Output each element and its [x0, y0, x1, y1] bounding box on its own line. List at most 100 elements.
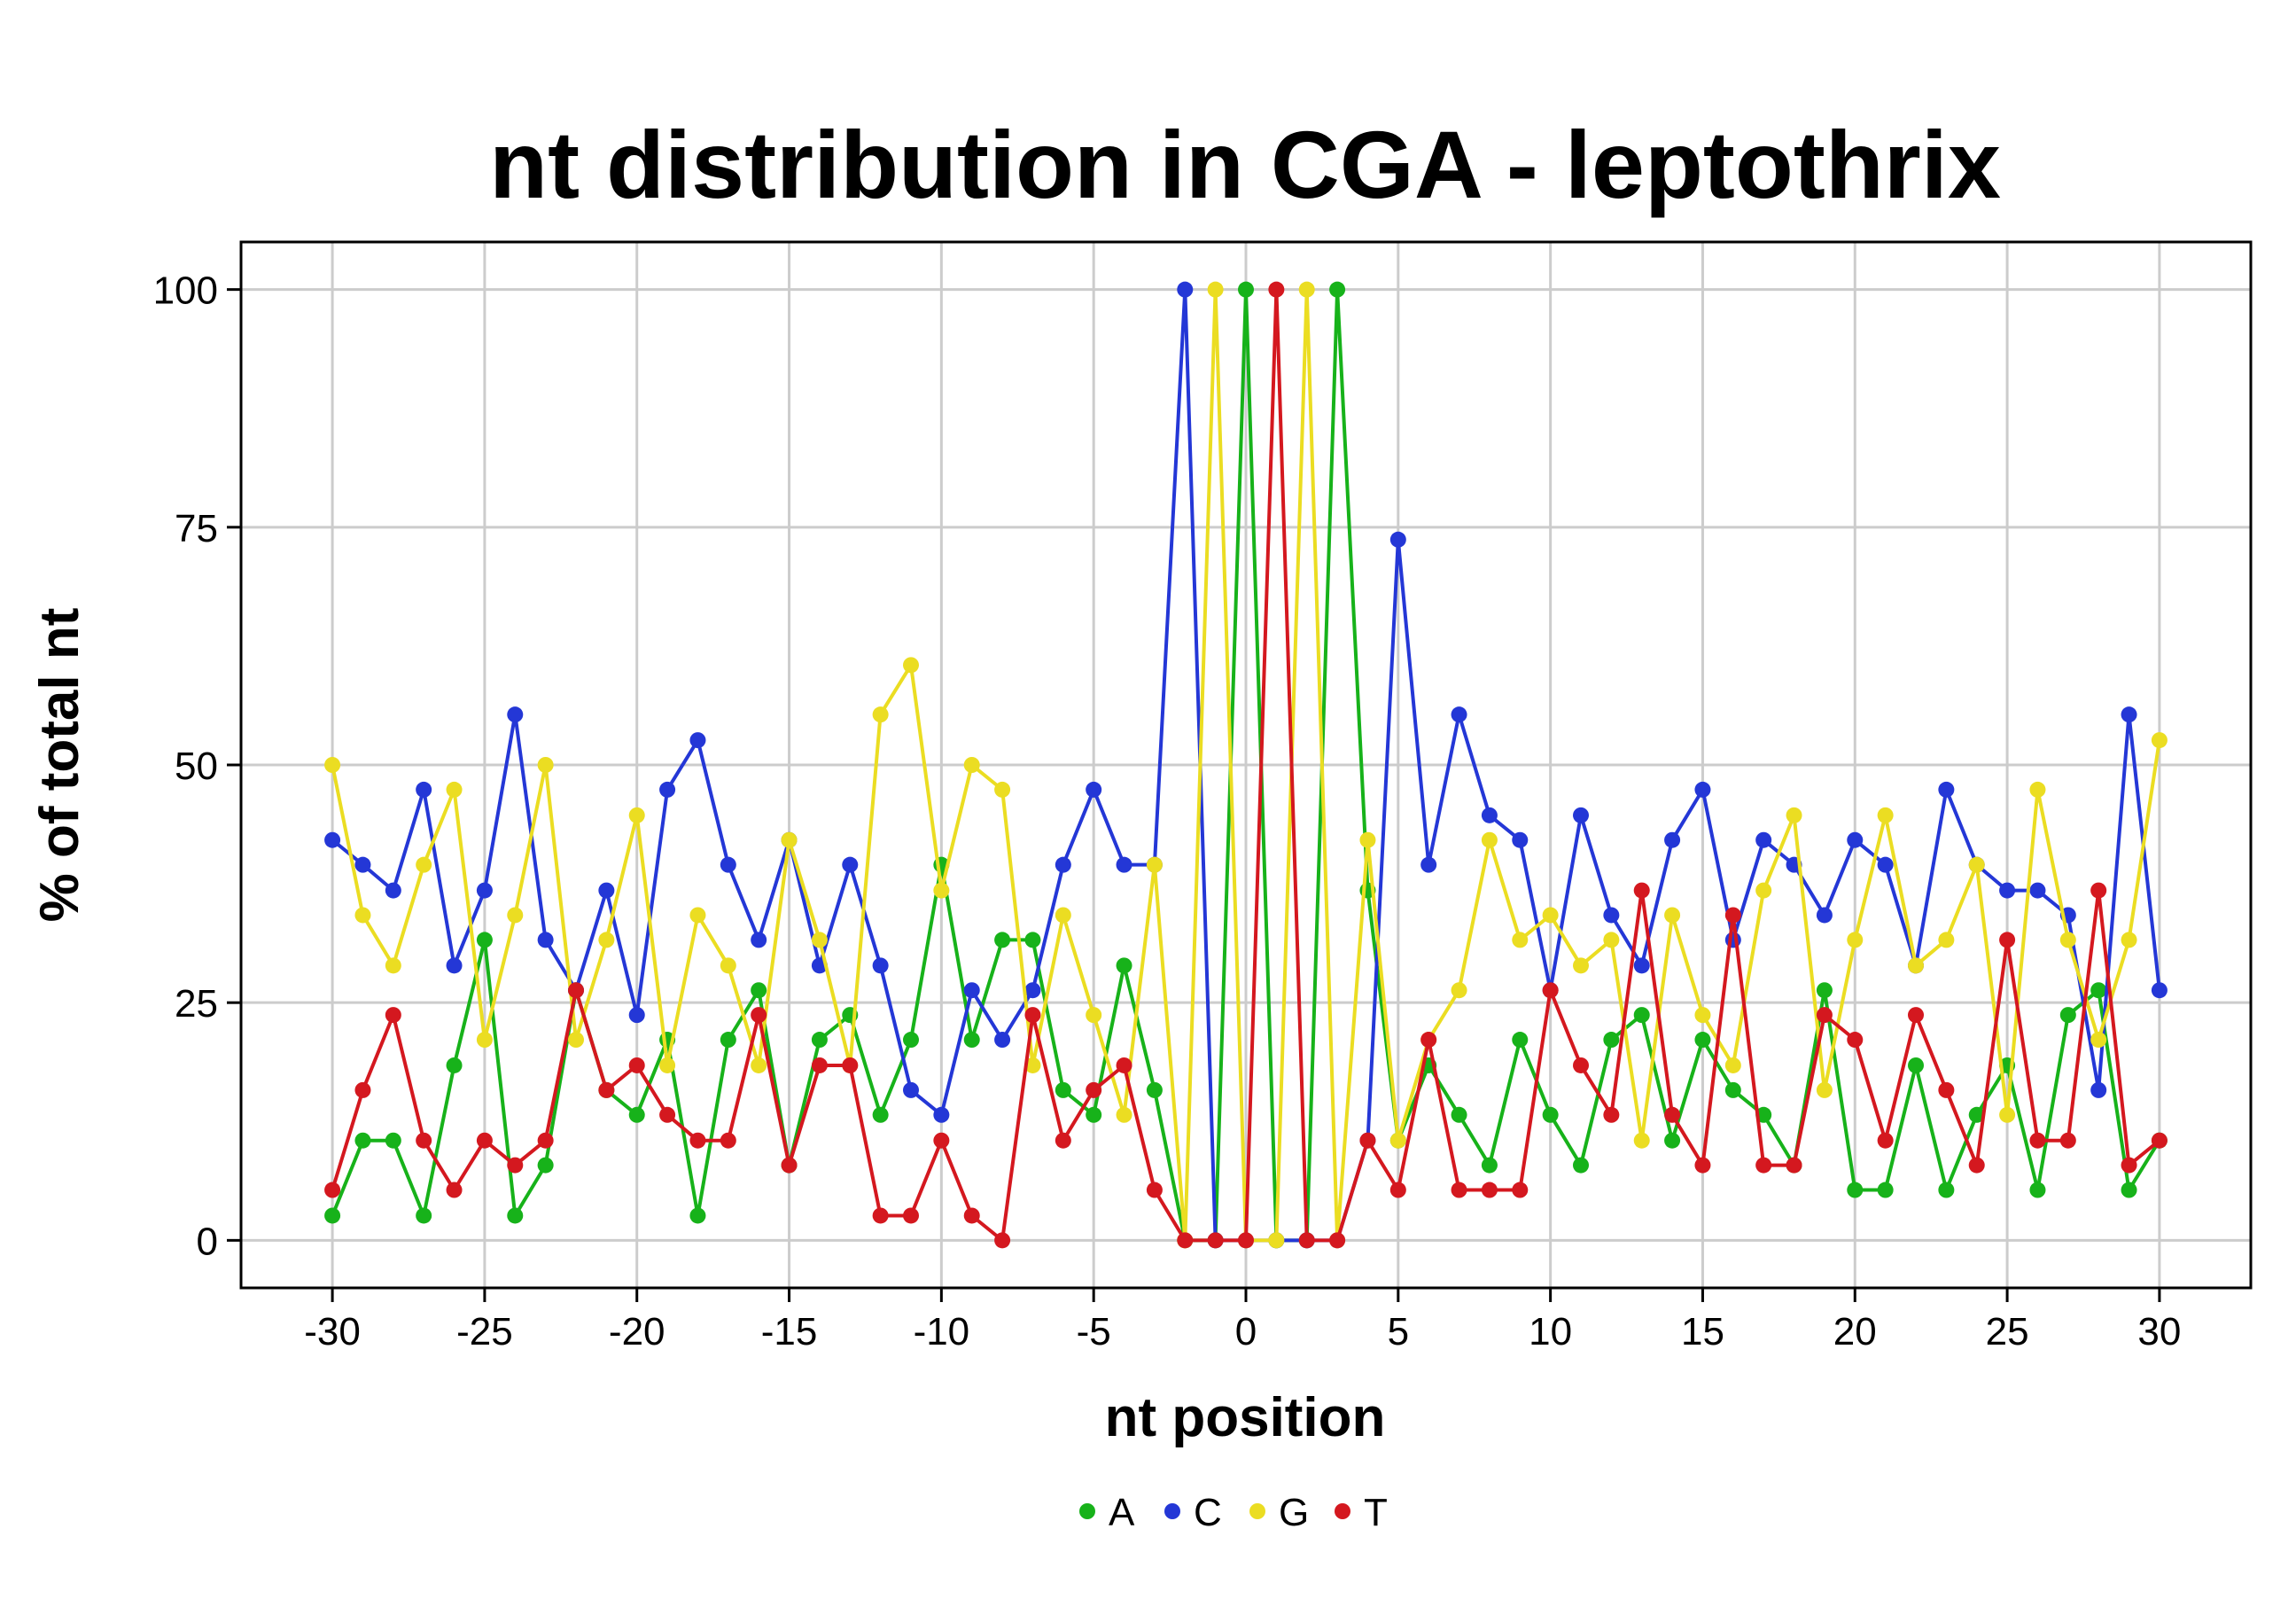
legend-label-C: C — [1194, 1491, 1222, 1534]
data-point-C — [1724, 932, 1741, 948]
data-point-T — [1146, 1182, 1163, 1198]
data-point-G — [1573, 957, 1589, 974]
chart-title: nt distribution in CGA - leptothrix — [489, 111, 2001, 218]
data-point-T — [385, 1007, 401, 1024]
data-point-T — [1755, 1157, 1772, 1174]
data-point-A — [1116, 957, 1132, 974]
data-point-C — [994, 1032, 1011, 1049]
data-point-C — [1055, 856, 1071, 873]
data-point-G — [1024, 1057, 1041, 1073]
data-point-A — [446, 1057, 463, 1073]
legend-item-C: C — [1164, 1491, 1222, 1534]
x-tick-label: -20 — [609, 1310, 665, 1353]
data-point-C — [1755, 831, 1772, 848]
data-point-G — [903, 657, 919, 674]
data-point-A — [1694, 1032, 1711, 1049]
data-point-G — [1786, 807, 1802, 823]
x-tick-label: 25 — [1986, 1310, 2029, 1353]
data-point-A — [1847, 1182, 1864, 1198]
data-point-A — [385, 1132, 401, 1149]
data-point-T — [416, 1132, 432, 1149]
data-point-C — [2090, 1081, 2107, 1098]
legend-key-G — [1249, 1503, 1265, 1519]
legend-label-A: A — [1109, 1491, 1135, 1534]
data-point-T — [1389, 1182, 1406, 1198]
data-point-T — [689, 1132, 706, 1149]
data-point-G — [689, 907, 706, 924]
data-point-T — [1816, 1007, 1833, 1024]
data-point-C — [1603, 907, 1620, 924]
data-point-T — [1024, 1007, 1041, 1024]
data-point-G — [1938, 932, 1955, 948]
data-point-A — [1055, 1081, 1071, 1098]
x-tick-label: -5 — [1077, 1310, 1111, 1353]
data-point-T — [2059, 1132, 2076, 1149]
data-point-A — [324, 1207, 341, 1224]
data-point-T — [2090, 882, 2107, 899]
data-point-A — [751, 982, 767, 999]
data-point-G — [1268, 1232, 1285, 1249]
data-point-G — [1451, 982, 1467, 999]
data-point-C — [1116, 856, 1132, 873]
data-point-G — [628, 807, 645, 823]
data-point-C — [324, 831, 341, 848]
x-axis-title: nt position — [1105, 1387, 1386, 1448]
data-point-T — [537, 1132, 554, 1149]
data-point-G — [872, 706, 889, 723]
data-point-G — [2151, 732, 2168, 749]
data-point-C — [903, 1081, 919, 1098]
data-point-T — [2151, 1132, 2168, 1149]
data-point-G — [354, 907, 371, 924]
data-point-G — [2090, 1032, 2107, 1049]
data-point-G — [720, 957, 736, 974]
data-point-C — [2151, 982, 2168, 999]
data-point-T — [2121, 1157, 2137, 1174]
data-point-G — [568, 1032, 584, 1049]
data-point-C — [537, 932, 554, 948]
data-point-C — [1573, 807, 1589, 823]
data-point-C — [507, 706, 524, 723]
data-point-G — [1389, 1132, 1406, 1149]
data-point-T — [2029, 1132, 2046, 1149]
data-point-C — [1512, 831, 1529, 848]
data-point-G — [1633, 1132, 1650, 1149]
legend-key-T — [1335, 1503, 1350, 1519]
data-point-T — [1238, 1232, 1254, 1249]
data-point-A — [537, 1157, 554, 1174]
data-point-T — [1877, 1132, 1894, 1149]
data-point-C — [933, 1106, 950, 1123]
data-point-G — [1877, 807, 1894, 823]
data-point-C — [689, 732, 706, 749]
data-point-G — [2059, 932, 2076, 948]
data-point-C — [628, 1007, 645, 1024]
data-point-G — [1724, 1057, 1741, 1073]
data-point-G — [324, 757, 341, 773]
x-tick-label: -15 — [761, 1310, 818, 1353]
data-point-G — [1694, 1007, 1711, 1024]
data-point-A — [354, 1132, 371, 1149]
data-point-T — [1908, 1007, 1924, 1024]
data-point-C — [1024, 982, 1041, 999]
series-T — [324, 281, 2168, 1249]
data-point-G — [1481, 831, 1498, 848]
data-point-T — [1938, 1081, 1955, 1098]
data-point-G — [2029, 781, 2046, 798]
data-point-G — [811, 932, 828, 948]
data-point-C — [1694, 781, 1711, 798]
data-point-A — [476, 932, 493, 948]
data-point-A — [507, 1207, 524, 1224]
data-point-C — [720, 856, 736, 873]
data-point-A — [2029, 1182, 2046, 1198]
data-point-G — [476, 1032, 493, 1049]
data-point-G — [1512, 932, 1529, 948]
data-point-A — [1908, 1057, 1924, 1073]
data-point-C — [963, 982, 980, 999]
data-point-G — [994, 781, 1011, 798]
legend-label-T: T — [1364, 1491, 1388, 1534]
data-point-A — [1603, 1032, 1620, 1049]
data-point-C — [385, 882, 401, 899]
data-point-A — [872, 1106, 889, 1123]
data-point-T — [1999, 932, 2016, 948]
data-point-T — [598, 1081, 615, 1098]
